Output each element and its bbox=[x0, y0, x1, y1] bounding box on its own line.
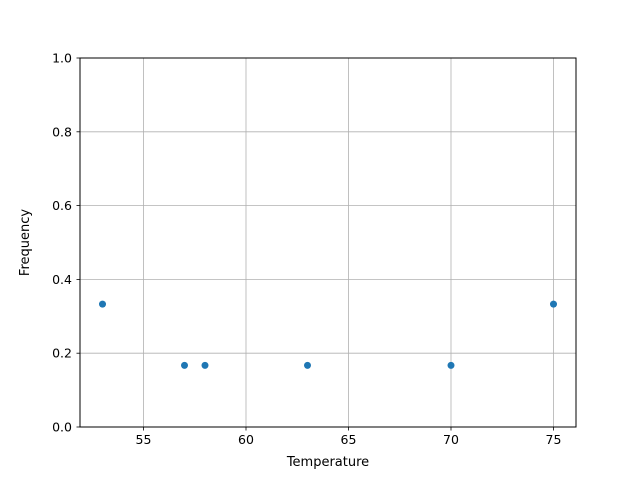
data-point bbox=[99, 300, 106, 308]
x-tick-label: 55 bbox=[136, 432, 152, 447]
x-axis-label: Temperature bbox=[286, 455, 369, 470]
y-tick-label: 0.0 bbox=[52, 420, 72, 435]
y-tick-label: 0.2 bbox=[52, 346, 72, 361]
y-tick-label: 0.4 bbox=[52, 272, 72, 287]
y-tick-label: 0.8 bbox=[52, 124, 72, 139]
data-point bbox=[201, 361, 209, 369]
y-tick-label: 0.6 bbox=[52, 198, 72, 213]
x-tick-label: 75 bbox=[546, 432, 562, 447]
y-axis-label: Frequency bbox=[18, 209, 33, 276]
x-tick-label: 60 bbox=[238, 432, 254, 447]
data-point bbox=[550, 300, 557, 308]
data-point bbox=[304, 361, 311, 369]
data-point bbox=[181, 361, 188, 369]
plot-border bbox=[79, 57, 577, 428]
x-tick-label: 70 bbox=[443, 432, 459, 447]
x-tick-label: 65 bbox=[341, 432, 357, 447]
y-tick-label: 1.0 bbox=[52, 51, 72, 66]
data-point bbox=[447, 361, 455, 369]
